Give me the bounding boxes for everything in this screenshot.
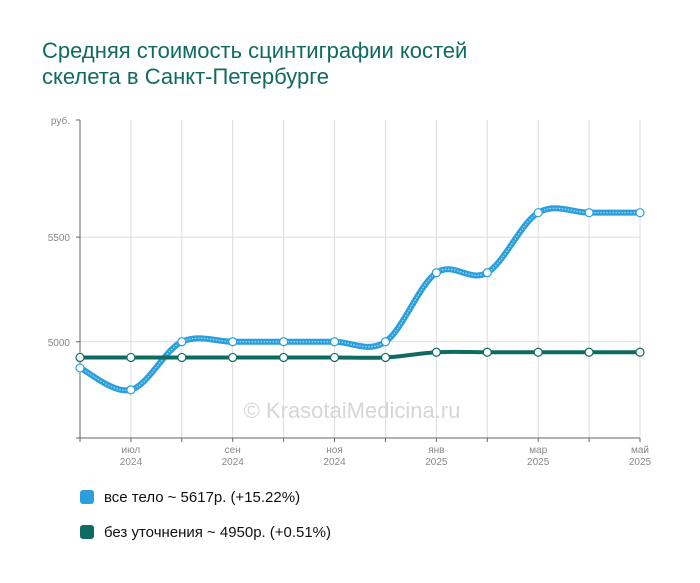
data-point[interactable] (228, 337, 238, 347)
x-tick-label-year: 2024 (120, 457, 143, 468)
legend-series-name: без уточнения (104, 524, 203, 541)
legend-swatch-unspecified (80, 525, 94, 539)
x-tick-label-year: 2025 (629, 457, 652, 468)
legend-series-value: ~ 5617р. (167, 489, 227, 506)
legend-text-unspecified: без уточнения ~ 4950р. (+0.51%) (104, 523, 331, 543)
series-whole-body (75, 205, 645, 395)
data-point[interactable] (329, 337, 340, 347)
x-tick-label-year: 2025 (425, 457, 448, 468)
chart-title: Средняя стоимость сцинтиграфии костей ск… (42, 38, 662, 90)
x-tick-label-year: 2024 (323, 457, 346, 468)
x-tick-label-month: янв (428, 445, 444, 456)
legend-text-whole-body: все тело ~ 5617р. (+15.22%) (104, 488, 300, 508)
legend-series-change: (+0.51%) (269, 524, 332, 541)
data-point[interactable] (380, 337, 391, 347)
chart-series (75, 205, 645, 395)
x-tick-label-year: 2025 (527, 457, 550, 468)
data-point[interactable] (584, 347, 594, 357)
chart-title-line-2: скелета в Санкт-Петербурге (42, 64, 329, 89)
y-axis-unit-label: руб. (51, 115, 70, 127)
data-point[interactable] (584, 208, 594, 218)
watermark: © KrasotaiMedicina.ru (244, 398, 461, 423)
data-point[interactable] (431, 347, 441, 357)
legend-series-name: все тело (104, 489, 164, 506)
x-tick-label-month: май (631, 445, 649, 456)
data-point[interactable] (177, 337, 187, 347)
chart-axes: 50005500руб.июл2024сен2024ноя2024янв2025… (48, 115, 652, 468)
data-point[interactable] (75, 363, 85, 373)
x-tick-label-month: мар (529, 445, 547, 456)
data-point[interactable] (126, 352, 136, 363)
data-point[interactable] (329, 352, 340, 363)
data-point[interactable] (635, 347, 645, 357)
data-point[interactable] (533, 347, 543, 357)
chart-grid (79, 120, 641, 438)
series-line (77, 205, 643, 394)
data-point[interactable] (431, 268, 441, 278)
chart-title-line-1: Средняя стоимость сцинтиграфии костей (42, 38, 468, 63)
data-point[interactable] (482, 268, 492, 278)
legend-swatch-whole-body (80, 490, 94, 504)
series-line-texture (79, 207, 640, 391)
y-tick-label: 5500 (48, 233, 71, 244)
data-point[interactable] (279, 337, 289, 347)
x-tick-label-month: ноя (326, 445, 343, 456)
legend-series-value: ~ 4950р. (206, 524, 266, 541)
x-tick-label-month: июл (122, 445, 141, 456)
data-point[interactable] (380, 352, 391, 363)
y-tick-label: 5000 (48, 338, 71, 349)
legend-series-change: (+15.22%) (230, 489, 301, 506)
series-unspecified (75, 347, 645, 363)
x-tick-label-year: 2024 (222, 457, 245, 468)
data-point[interactable] (533, 208, 543, 218)
data-point[interactable] (75, 352, 85, 363)
data-point[interactable] (635, 208, 645, 218)
data-point[interactable] (279, 352, 289, 363)
data-point[interactable] (482, 347, 492, 357)
data-point[interactable] (126, 385, 136, 395)
data-point[interactable] (228, 352, 238, 363)
x-tick-label-month: сен (225, 445, 241, 456)
data-point[interactable] (177, 352, 187, 363)
